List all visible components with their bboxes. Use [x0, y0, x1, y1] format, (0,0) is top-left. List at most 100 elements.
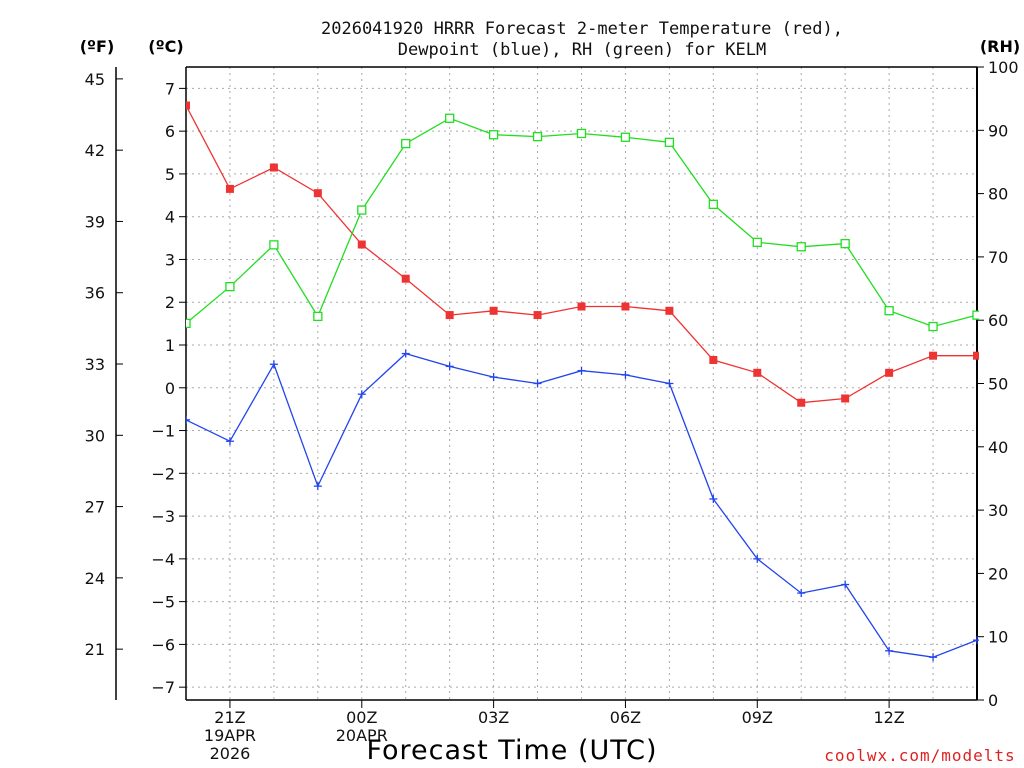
- rh-point: [225, 282, 235, 292]
- dewpoint-point: [797, 589, 806, 598]
- fahrenheit-tick-label: 33: [85, 355, 105, 374]
- dewpoint-point: [577, 366, 586, 375]
- temperature-point: [709, 355, 718, 364]
- rh-point: [532, 131, 543, 142]
- temperature-point: [929, 351, 938, 360]
- dewpoint-point: [225, 437, 234, 446]
- dewpoint-point: [401, 349, 410, 358]
- x-tick-label: 21Z: [214, 708, 245, 727]
- temperature-point: [885, 368, 894, 377]
- celsius-tick-label: 7: [165, 79, 175, 98]
- dewpoint-point: [186, 415, 190, 424]
- rh-point: [972, 310, 979, 320]
- temperature-point: [313, 189, 322, 198]
- dewpoint-point: [489, 373, 498, 382]
- rh-point: [357, 205, 367, 215]
- celsius-tick-label: −3: [151, 507, 175, 526]
- celsius-tick-label: 1: [165, 336, 175, 355]
- rh-tick-label: 90: [988, 121, 1008, 140]
- celsius-tick-label: −2: [151, 464, 175, 483]
- x-tick-label: 20APR: [336, 726, 388, 745]
- dewpoint-point: [445, 362, 454, 371]
- temperature-point: [797, 398, 806, 407]
- rh-tick-label: 40: [988, 438, 1008, 457]
- celsius-unit-label: (ºC): [148, 37, 183, 56]
- x-tick-label: 00Z: [346, 708, 377, 727]
- rh-point: [752, 237, 762, 247]
- rh-point: [488, 130, 499, 140]
- fahrenheit-tick-label: 42: [85, 141, 105, 160]
- rh-unit-label: (RH): [980, 37, 1020, 56]
- fahrenheit-tick-label: 24: [85, 569, 105, 588]
- rh-point: [840, 238, 850, 249]
- celsius-tick-label: 2: [165, 293, 175, 312]
- x-tick-label: 03Z: [478, 708, 509, 727]
- celsius-tick-label: −7: [151, 678, 175, 697]
- celsius-tick-label: 0: [165, 379, 175, 398]
- rh-tick-label: 30: [988, 501, 1008, 520]
- rh-point: [664, 137, 675, 147]
- rh-tick-label: 10: [988, 628, 1008, 647]
- series-lines: [186, 101, 979, 662]
- dewpoint-point: [665, 379, 674, 388]
- chart-title-line1: 2026041920 HRRR Forecast 2-meter Tempera…: [321, 19, 843, 39]
- rh-tick-label: 70: [988, 248, 1008, 267]
- temperature-point: [665, 306, 674, 315]
- celsius-tick-label: 6: [165, 122, 175, 141]
- temperature-point: [489, 306, 498, 315]
- rh-point: [620, 132, 631, 142]
- x-tick-label: 19APR: [204, 726, 256, 745]
- fahrenheit-tick-label: 36: [85, 284, 105, 303]
- credit-text: coolwx.com/modelts: [824, 746, 1015, 765]
- x-tick-label: 2026: [210, 744, 251, 763]
- x-tick-label: 06Z: [610, 708, 641, 727]
- temperature-point: [841, 394, 850, 403]
- dewpoint-point: [533, 379, 542, 388]
- rh-point: [576, 128, 587, 139]
- rh-point: [928, 321, 938, 332]
- dewpoint-point: [709, 494, 718, 503]
- rh-tick-label: 60: [988, 311, 1008, 330]
- tick-labels: 76543210−1−2−3−4−5−6−7454239363330272421…: [85, 58, 1019, 763]
- celsius-tick-label: 3: [165, 250, 175, 269]
- temperature-point: [973, 351, 979, 360]
- celsius-tick-label: −4: [151, 550, 175, 569]
- rh-point: [269, 240, 279, 250]
- temperature-point: [445, 311, 454, 320]
- x-tick-label: 09Z: [742, 708, 773, 727]
- rh-point: [708, 199, 718, 210]
- temperature-point: [577, 302, 586, 311]
- dewpoint-point: [621, 370, 630, 379]
- rh-tick-label: 0: [988, 691, 998, 710]
- fahrenheit-tick-label: 27: [85, 498, 105, 517]
- temperature-point: [357, 240, 366, 249]
- dewpoint-point: [269, 360, 278, 369]
- temperature-point: [621, 302, 630, 311]
- rh-tick-label: 50: [988, 375, 1008, 394]
- rh-point: [313, 311, 323, 322]
- rh-tick-label: 80: [988, 185, 1008, 204]
- celsius-tick-label: −6: [151, 635, 175, 654]
- fahrenheit-tick-label: 21: [85, 640, 105, 659]
- x-tick-label: 12Z: [873, 708, 904, 727]
- celsius-tick-label: −1: [151, 422, 175, 441]
- dewpoint-point: [929, 653, 938, 662]
- fahrenheit-unit-label: (ºF): [80, 37, 115, 56]
- dewpoint-point: [885, 646, 894, 655]
- dewpoint-point: [841, 580, 850, 589]
- axes: [115, 66, 984, 708]
- rh-tick-label: 100: [988, 58, 1019, 77]
- temperature-point: [225, 184, 234, 193]
- x-axis-title: Forecast Time (UTC): [366, 735, 657, 766]
- dewpoint-point: [753, 554, 762, 563]
- rh-point: [445, 113, 455, 123]
- temperature-point: [533, 311, 542, 320]
- dewpoint-point: [357, 390, 366, 399]
- rh-point: [884, 306, 894, 316]
- celsius-tick-label: 5: [165, 165, 175, 184]
- celsius-tick-label: 4: [165, 208, 175, 227]
- temperature-point: [186, 101, 190, 110]
- dewpoint-point: [973, 636, 979, 645]
- rh-point: [796, 242, 806, 252]
- temperature-point: [753, 368, 762, 377]
